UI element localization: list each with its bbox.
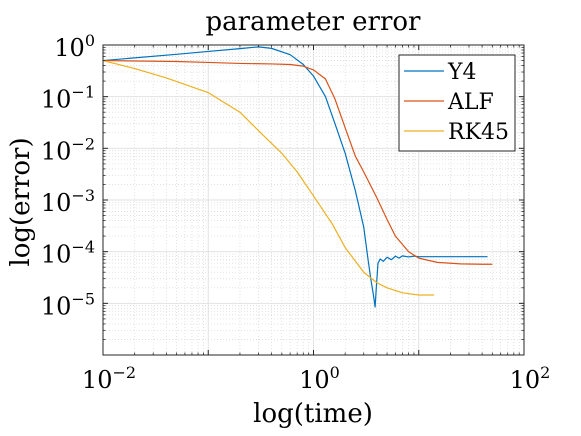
tick-marks bbox=[102, 44, 525, 356]
series-line-rk45 bbox=[102, 59, 435, 296]
y-tick-label: 10−2 bbox=[41, 134, 95, 165]
x-tick-label: 100 bbox=[299, 363, 340, 394]
y-axis-label: log(error) bbox=[6, 137, 36, 266]
y-tick-label: 10−4 bbox=[41, 238, 95, 269]
legend-label-alf: ALF bbox=[447, 90, 494, 115]
chart-title: parameter error bbox=[206, 7, 422, 37]
y-tick-labels: 100 10−1 10−2 10−3 10−4 10−5 bbox=[41, 31, 95, 320]
legend: Y4 ALF RK45 bbox=[398, 54, 516, 152]
x-tick-label: 102 bbox=[510, 363, 551, 394]
y-tick-label: 100 bbox=[54, 31, 95, 62]
legend-label-y4: Y4 bbox=[447, 60, 477, 85]
x-tick-label: 10−2 bbox=[82, 363, 136, 394]
y-tick-label: 10−5 bbox=[41, 289, 95, 320]
series-line-alf bbox=[102, 59, 493, 265]
series-line-y4 bbox=[102, 46, 488, 308]
y-tick-label: 10−3 bbox=[41, 186, 95, 217]
legend-label-rk45: RK45 bbox=[448, 120, 509, 145]
x-tick-labels: 10−2 100 102 bbox=[82, 363, 550, 394]
y-tick-label: 10−1 bbox=[41, 83, 95, 114]
x-axis-label: log(time) bbox=[253, 399, 373, 429]
plot-lines bbox=[102, 46, 493, 308]
